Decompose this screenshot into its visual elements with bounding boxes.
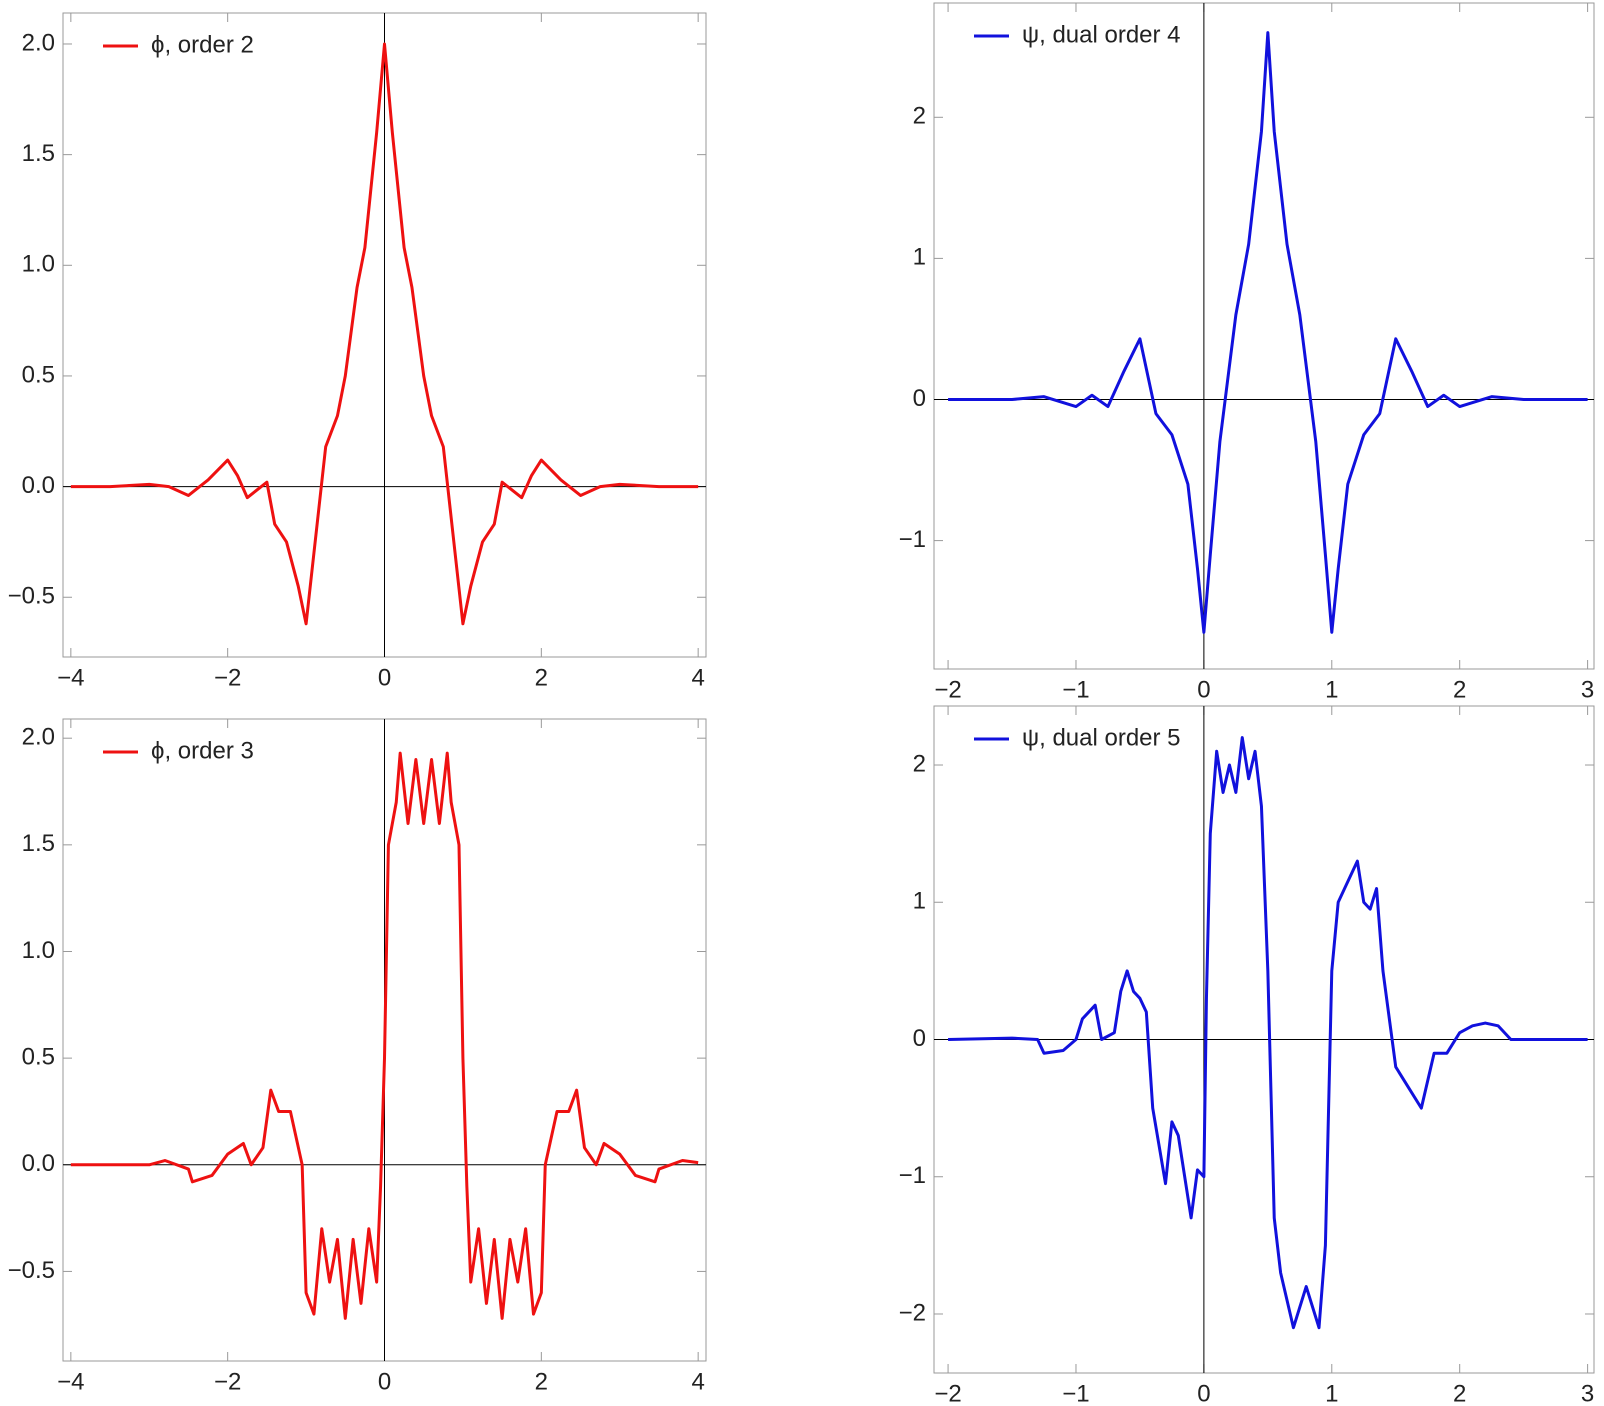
y-tick-label: 1.5 (22, 830, 55, 857)
x-tick-label: 2 (535, 664, 548, 691)
y-tick-label: 0.0 (22, 1150, 55, 1177)
x-tick-label: 0 (378, 1368, 391, 1395)
y-tick-label: 2.0 (22, 724, 55, 751)
x-tick-label: −2 (934, 1380, 961, 1406)
y-tick-label: 1.5 (22, 140, 55, 167)
x-tick-label: −2 (934, 676, 961, 703)
y-tick-label: −1 (899, 526, 926, 553)
data-line (70, 42, 699, 626)
x-tick-label: −1 (1062, 676, 1089, 703)
x-tick-label: 4 (691, 1368, 704, 1395)
x-tick-label: −2 (214, 1368, 241, 1395)
y-tick-label: 0 (913, 1025, 926, 1052)
y-tick-label: −1 (899, 1162, 926, 1189)
x-tick-label: 4 (691, 664, 704, 691)
y-tick-label: 2 (913, 103, 926, 130)
y-tick-label: 2 (913, 750, 926, 777)
x-tick-label: −1 (1062, 1380, 1089, 1406)
x-tick-label: 0 (1197, 1380, 1210, 1406)
legend-label: ϕ, order 3 (151, 737, 254, 764)
legend-label: ψ, dual order 4 (1022, 21, 1181, 48)
legend-label: ψ, dual order 5 (1022, 724, 1181, 751)
x-tick-label: −4 (57, 1368, 84, 1395)
y-tick-label: 0.5 (22, 1043, 55, 1070)
data-line (948, 31, 1588, 634)
x-tick-label: 3 (1581, 1380, 1594, 1406)
data-line (70, 751, 699, 1320)
x-tick-label: 0 (378, 664, 391, 691)
y-tick-label: −2 (899, 1299, 926, 1326)
x-tick-label: −2 (214, 664, 241, 691)
x-tick-label: −4 (57, 664, 84, 691)
y-tick-label: −0.5 (8, 1257, 55, 1284)
legend-label: ϕ, order 2 (151, 31, 254, 58)
y-tick-label: 0.0 (22, 472, 55, 499)
data-line (948, 736, 1588, 1330)
y-tick-label: 0.5 (22, 361, 55, 388)
plot-frame (933, 2, 1595, 670)
y-tick-label: 2.0 (22, 29, 55, 56)
x-tick-label: 2 (535, 1368, 548, 1395)
x-tick-label: 1 (1325, 676, 1338, 703)
y-tick-label: 1.0 (22, 251, 55, 278)
y-tick-label: 1 (913, 244, 926, 271)
y-tick-label: 1 (913, 888, 926, 915)
x-tick-label: 2 (1453, 676, 1466, 703)
x-tick-label: 0 (1197, 676, 1210, 703)
x-tick-label: 1 (1325, 1380, 1338, 1406)
y-tick-label: 0 (913, 385, 926, 412)
y-tick-label: 1.0 (22, 937, 55, 964)
x-tick-label: 2 (1453, 1380, 1466, 1406)
x-tick-label: 3 (1581, 676, 1594, 703)
y-tick-label: −0.5 (8, 583, 55, 610)
